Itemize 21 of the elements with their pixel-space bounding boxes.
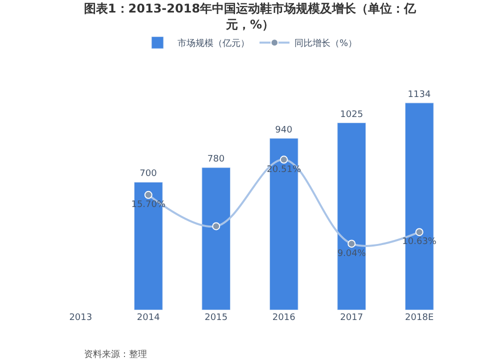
- x-tick-label: 2016: [272, 313, 296, 323]
- data-label: 700: [140, 169, 158, 180]
- bar: [134, 182, 163, 310]
- bar: [337, 122, 366, 310]
- data-label: 1134: [408, 90, 431, 100]
- data-label: 1025: [340, 110, 364, 120]
- x-tick-label: 2018E: [405, 313, 434, 323]
- bar: [269, 138, 298, 310]
- legend-label: 市场规模（亿元）: [178, 38, 250, 50]
- text: 资料来源：整理: [84, 349, 147, 360]
- data-label: 940: [275, 125, 293, 136]
- chart-title: 图表1：2013-2018年中国运动鞋市场规模及增长（单位：亿元，%）: [84, 2, 418, 32]
- x-tick-label: 2015: [204, 313, 228, 323]
- bar: [404, 102, 434, 310]
- x-tick-label: 2014: [136, 313, 160, 323]
- data-label: 780: [207, 154, 225, 165]
- data-label: 9.04%: [337, 248, 366, 259]
- bar: [202, 167, 231, 310]
- x-tick-label: 2017: [340, 313, 364, 323]
- legend-label: 同比增长（%）: [294, 38, 358, 50]
- x-tick-label: 2013: [69, 313, 92, 323]
